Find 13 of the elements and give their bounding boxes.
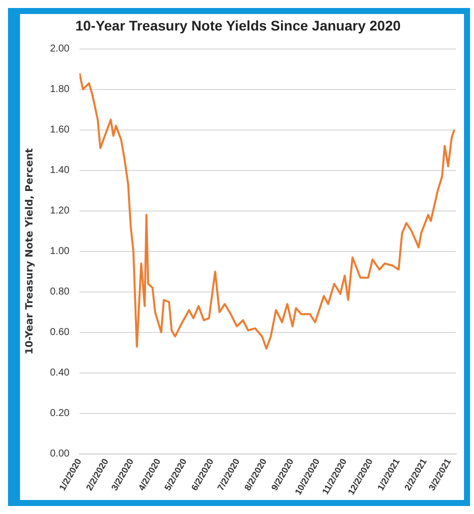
y-tick-label: 0.60 (50, 327, 70, 338)
y-tick-label: 1.60 (50, 124, 70, 136)
y-tick-label: 1.40 (50, 165, 70, 176)
y-tick-label: 1.00 (50, 246, 70, 258)
y-tick-label: 0.00 (50, 448, 70, 460)
chart-title: 10-Year Treasury Note Yields Since January 2020 (75, 17, 401, 34)
y-tick-label: 1.20 (50, 206, 70, 217)
y-tick-label: 0.20 (50, 408, 70, 420)
y-tick-label: 0.40 (50, 368, 70, 379)
y-tick-label: 0.80 (50, 286, 70, 298)
y-tick-label: 2.00 (50, 44, 70, 55)
y-axis-title: 10-Year Treasury Note Yield, Percent (24, 148, 36, 355)
y-tick-label: 1.80 (50, 84, 70, 96)
